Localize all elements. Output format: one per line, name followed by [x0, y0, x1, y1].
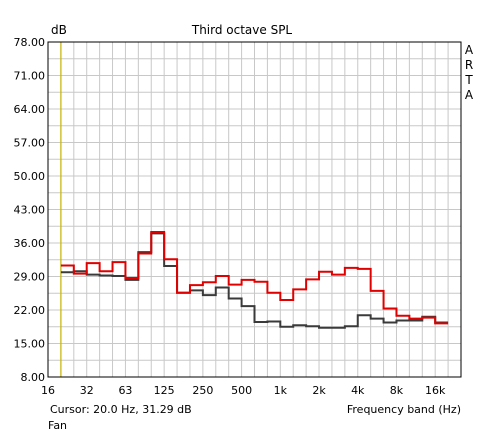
x-tick-label: 4k [351, 384, 365, 397]
y-tick-label: 50.00 [14, 170, 46, 183]
y-tick-label: 57.00 [14, 137, 46, 150]
y-tick-label: 78.00 [14, 36, 46, 49]
x-tick-label: 63 [118, 384, 132, 397]
y-tick-label: 15.00 [14, 338, 46, 351]
series-line-red [60, 230, 449, 325]
x-tick-label: 125 [154, 384, 175, 397]
x-tick-label: 8k [390, 384, 404, 397]
brand-letter: A [464, 88, 474, 102]
y-tick-label: 36.00 [14, 237, 46, 250]
x-tick-label: 16k [425, 384, 446, 397]
x-tick-label: 2k [312, 384, 326, 397]
y-axis-unit-label: dB [51, 23, 67, 37]
chart-title: Third octave SPL [191, 23, 293, 37]
y-tick-label: 22.00 [14, 304, 46, 317]
cursor-readout: Cursor: 20.0 Hz, 31.29 dB [50, 403, 192, 416]
brand-letter: A [464, 43, 474, 57]
y-tick-label: 43.00 [14, 204, 46, 217]
brand-letter: T [465, 73, 473, 87]
x-tick-label: 250 [192, 384, 213, 397]
x-axis-label: Frequency band (Hz) [346, 403, 461, 416]
y-tick-label: 8.00 [21, 371, 46, 384]
y-tick-label: 29.00 [14, 271, 46, 284]
y-tick-label: 71.00 [14, 70, 46, 83]
x-tick-label: 1k [274, 384, 288, 397]
x-tick-label: 16 [41, 384, 55, 397]
brand-letter: R [464, 58, 474, 72]
preset-label: Fan [48, 419, 68, 432]
x-tick-label: 32 [80, 384, 94, 397]
arta-brand-label: A R T A [464, 43, 474, 103]
y-tick-label: 64.00 [14, 103, 46, 116]
plot-frame [47, 41, 462, 378]
x-tick-label: 500 [231, 384, 252, 397]
